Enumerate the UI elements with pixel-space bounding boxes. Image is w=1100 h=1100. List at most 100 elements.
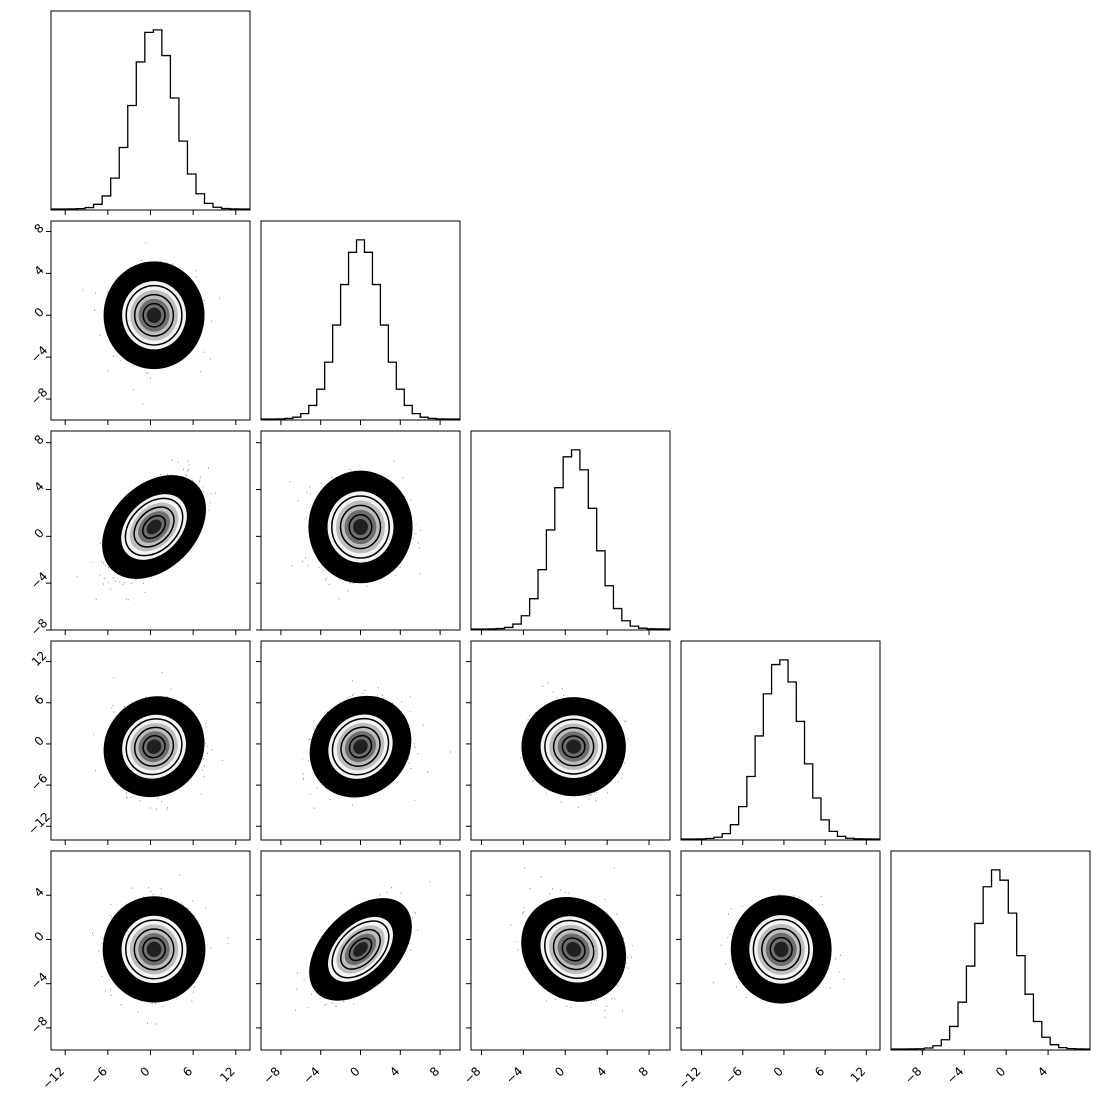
contour-line bbox=[322, 911, 399, 988]
panel-frame bbox=[260, 220, 461, 421]
y-tick-label: −4 bbox=[28, 569, 50, 591]
x-tick-label: −4 bbox=[944, 1064, 966, 1086]
y-tick-label: 4 bbox=[32, 885, 47, 900]
contour-line bbox=[323, 709, 398, 784]
contour-line bbox=[535, 910, 613, 988]
contour-line bbox=[322, 485, 399, 569]
scatter-panel-4-3 bbox=[712, 894, 845, 1007]
contour-line bbox=[348, 734, 373, 759]
density-level-4 bbox=[146, 941, 162, 957]
y-tick-label: 0 bbox=[32, 305, 47, 320]
contour-line bbox=[133, 293, 175, 337]
scatter-panel-3-0 bbox=[93, 671, 223, 810]
histogram-panel-2 bbox=[471, 449, 670, 630]
contour-line bbox=[752, 918, 810, 980]
contour-line bbox=[117, 709, 192, 784]
panel-frame bbox=[50, 10, 251, 211]
density-level-4 bbox=[146, 739, 162, 754]
contour-line bbox=[544, 919, 604, 980]
y-tick-label: 8 bbox=[32, 221, 47, 236]
histogram-panel-3 bbox=[681, 659, 880, 840]
contour-line bbox=[544, 718, 604, 775]
contour-line bbox=[769, 936, 793, 962]
contour-line bbox=[535, 710, 612, 783]
density-level-4 bbox=[566, 739, 582, 754]
x-tick-label: −8 bbox=[261, 1064, 283, 1086]
contour-line bbox=[552, 726, 595, 767]
contour-line bbox=[331, 495, 390, 559]
x-tick-label: 4 bbox=[387, 1064, 402, 1079]
y-tick-label: 0 bbox=[32, 733, 47, 748]
x-tick-label: 12 bbox=[848, 1064, 869, 1085]
x-tick-label: −4 bbox=[300, 1064, 322, 1086]
contour-line bbox=[142, 937, 166, 962]
y-tick-label: 8 bbox=[32, 432, 47, 447]
panel-frame bbox=[470, 430, 671, 631]
y-tick-label: −4 bbox=[28, 343, 50, 365]
x-tick-label: 6 bbox=[180, 1064, 195, 1079]
scatter-panel-3-1 bbox=[302, 680, 451, 809]
density-level-4 bbox=[146, 307, 162, 323]
contour-line bbox=[125, 718, 183, 776]
histogram-step bbox=[681, 659, 880, 840]
scatter-panel-2-1 bbox=[289, 460, 422, 600]
contour-line bbox=[761, 927, 802, 971]
y-tick-label: −6 bbox=[28, 771, 50, 793]
contour-line bbox=[117, 275, 192, 355]
y-tick-label: −8 bbox=[28, 616, 50, 638]
x-tick-label: −8 bbox=[902, 1064, 924, 1086]
contour-line bbox=[744, 909, 819, 990]
panel-frame bbox=[680, 850, 881, 1051]
contour-line bbox=[348, 937, 373, 962]
scatter-panel-3-2 bbox=[520, 682, 629, 808]
contour-line bbox=[142, 735, 166, 759]
y-tick-label: −12 bbox=[25, 810, 53, 838]
y-tick-label: 4 bbox=[32, 479, 47, 494]
scatter-panel-1-0 bbox=[82, 242, 220, 405]
contour-line bbox=[552, 928, 595, 971]
x-tick-label: 4 bbox=[1035, 1064, 1050, 1079]
x-tick-label: −12 bbox=[40, 1064, 68, 1092]
density-level-4 bbox=[773, 941, 789, 958]
y-tick-label: 4 bbox=[32, 263, 47, 278]
histogram-panel-4 bbox=[891, 869, 1090, 1050]
contour-line bbox=[340, 726, 381, 767]
scatter-panel-2-0 bbox=[76, 459, 217, 601]
contour-line bbox=[561, 735, 586, 759]
x-tick-label: 4 bbox=[594, 1064, 609, 1079]
contour-line bbox=[331, 717, 390, 776]
x-tick-label: −12 bbox=[676, 1064, 704, 1092]
scatter-panel-4-2 bbox=[510, 867, 633, 1018]
x-tick-label: 12 bbox=[217, 1064, 238, 1085]
contour-line bbox=[124, 919, 184, 980]
contour-line bbox=[340, 928, 381, 970]
x-tick-label: 0 bbox=[347, 1064, 362, 1079]
panel-frame bbox=[470, 850, 671, 1051]
y-tick-label: −4 bbox=[28, 970, 50, 992]
panel-frame bbox=[890, 850, 1091, 1051]
x-tick-label: −6 bbox=[88, 1064, 110, 1086]
contour-line bbox=[339, 504, 382, 550]
y-tick-label: 0 bbox=[32, 526, 47, 541]
contour-line bbox=[124, 497, 184, 557]
contour-line bbox=[142, 302, 166, 328]
histogram-step bbox=[51, 29, 250, 210]
y-tick-label: −8 bbox=[28, 385, 50, 407]
x-tick-label: 0 bbox=[137, 1064, 152, 1079]
y-tick-label: 6 bbox=[32, 692, 47, 707]
contour-line bbox=[125, 284, 183, 346]
x-tick-label: 8 bbox=[427, 1064, 442, 1079]
y-tick-label: 12 bbox=[29, 648, 50, 669]
density-level-4 bbox=[566, 941, 582, 957]
scatter-panel-4-1 bbox=[295, 881, 431, 1011]
x-tick-label: −6 bbox=[722, 1064, 744, 1086]
x-tick-label: −4 bbox=[503, 1064, 525, 1086]
contour-line bbox=[348, 514, 373, 540]
scatter-panel-4-0 bbox=[92, 874, 229, 1025]
y-tick-label: 0 bbox=[32, 929, 47, 944]
density-level-4 bbox=[146, 519, 162, 535]
histogram-step bbox=[891, 869, 1090, 1050]
x-tick-label: 8 bbox=[636, 1064, 651, 1079]
contour-line bbox=[561, 937, 586, 962]
